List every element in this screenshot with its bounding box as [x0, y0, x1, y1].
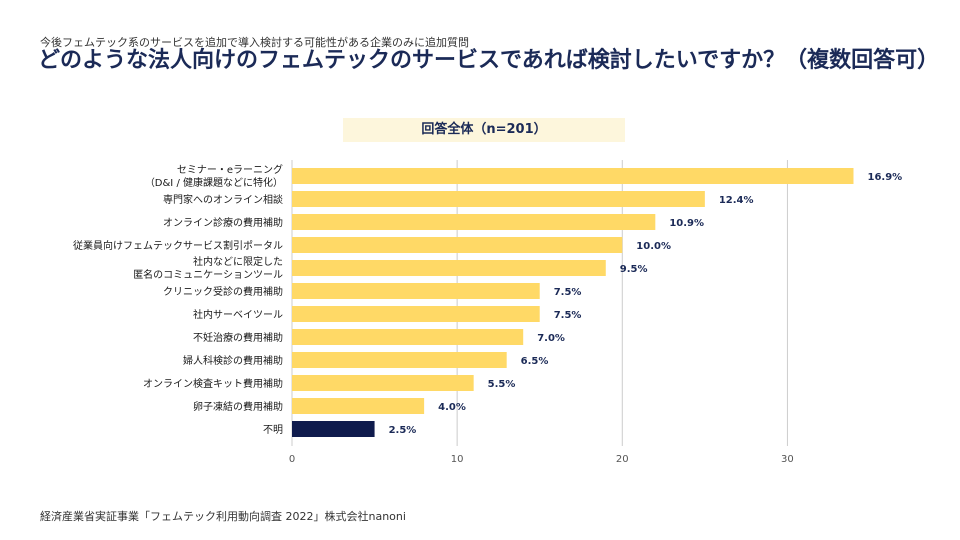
data-label: 12.4% — [719, 195, 754, 206]
group-label: 回答全体（n=201） — [343, 118, 625, 142]
x-tick-label: 20 — [616, 454, 629, 465]
category-label: セミナー・eラーニング（D&I / 健康課題などに特化） — [145, 163, 283, 189]
bar — [292, 421, 375, 437]
bar — [292, 375, 474, 391]
bar — [292, 214, 656, 230]
category-label: 卵子凍結の費用補助 — [193, 400, 283, 413]
data-label: 7.0% — [537, 333, 565, 344]
data-label: 5.5% — [488, 379, 516, 390]
data-label: 7.5% — [554, 310, 582, 321]
chart-title: どのような法人向けのフェムテックのサービスであれば検討したいですか？（複数回答可… — [38, 48, 940, 73]
x-tick-label: 10 — [451, 454, 464, 465]
data-label: 10.9% — [669, 218, 704, 229]
bar — [292, 237, 623, 253]
category-label: オンライン診療の費用補助 — [163, 216, 283, 229]
data-label: 2.5% — [389, 425, 417, 436]
bar — [292, 283, 540, 299]
x-tick-label: 0 — [289, 454, 295, 465]
category-label: 社内などに限定した匿名のコミュニケーションツール — [133, 255, 283, 281]
data-label: 9.5% — [620, 264, 648, 275]
source-note: 経済産業省実証事業「フェムテック利用動向調査 2022」株式会社nanoni — [40, 510, 406, 523]
data-label: 16.9% — [867, 172, 902, 183]
category-label: 婦人科検診の費用補助 — [183, 354, 283, 367]
bar — [292, 168, 854, 184]
bar — [292, 191, 705, 207]
bar — [292, 306, 540, 322]
category-label: 不妊治療の費用補助 — [193, 331, 283, 344]
chart-subtitle: 今後フェムテック系のサービスを追加で導入検討する可能性がある企業のみに追加質問 — [40, 36, 469, 49]
x-tick-label: 30 — [781, 454, 794, 465]
category-label: オンライン検査キット費用補助 — [143, 377, 283, 390]
bar — [292, 329, 524, 345]
category-label: クリニック受診の費用補助 — [163, 285, 283, 298]
data-label: 10.0% — [636, 241, 671, 252]
category-label: 不明 — [263, 424, 283, 436]
data-label: 4.0% — [438, 402, 466, 413]
category-label: 社内サーベイツール — [193, 308, 283, 321]
bar — [292, 260, 606, 276]
category-label: 専門家へのオンライン相談 — [163, 193, 283, 206]
bar — [292, 352, 507, 368]
data-label: 7.5% — [554, 287, 582, 298]
category-label: 従業員向けフェムテックサービス割引ポータル — [73, 239, 283, 252]
bar — [292, 398, 425, 414]
data-label: 6.5% — [521, 356, 549, 367]
